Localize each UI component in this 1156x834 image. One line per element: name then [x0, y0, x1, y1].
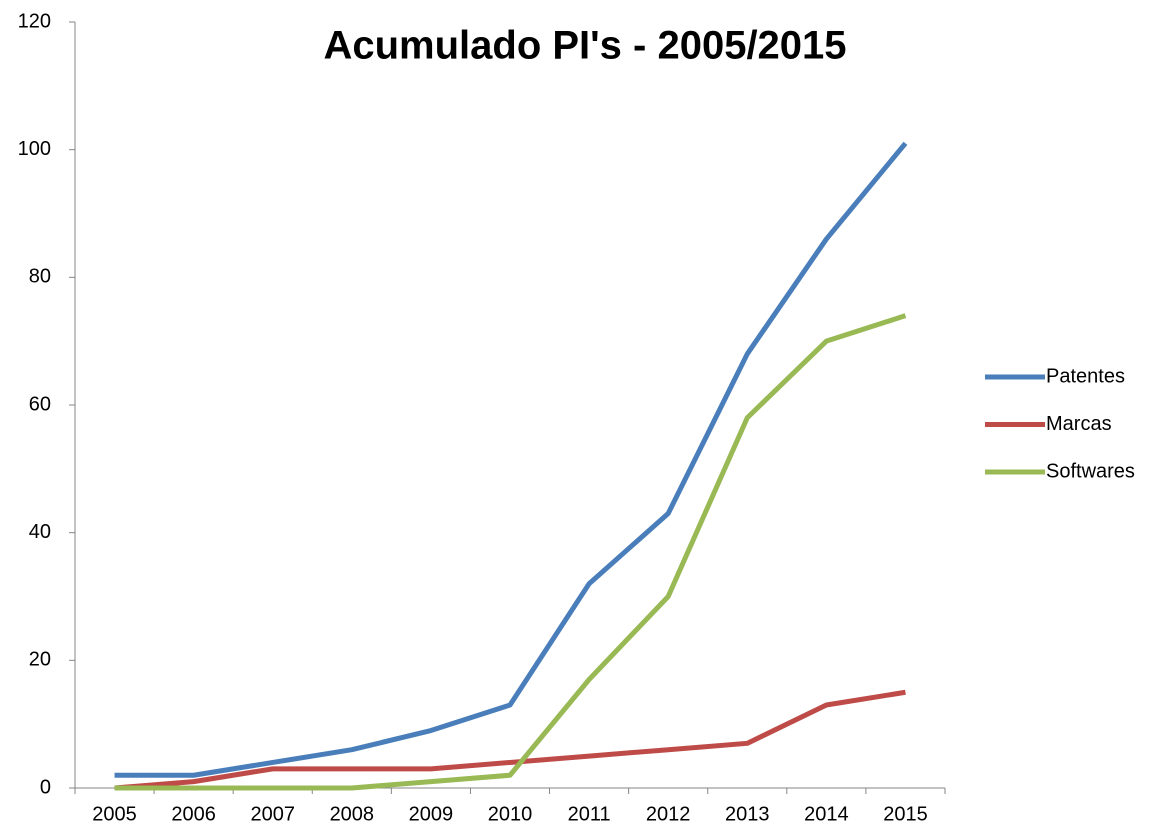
y-tick-label: 0: [40, 776, 51, 798]
x-tick-label: 2015: [883, 803, 928, 825]
x-tick-label: 2014: [804, 803, 849, 825]
legend-label: Marcas: [1046, 413, 1112, 435]
x-tick-label: 2010: [488, 803, 533, 825]
x-tick-label: 2007: [250, 803, 295, 825]
x-tick-label: 2006: [171, 803, 216, 825]
x-tick-label: 2008: [330, 803, 375, 825]
y-tick-label: 20: [29, 649, 51, 671]
line-series: [114, 313, 907, 791]
y-tick-label: 120: [18, 10, 51, 32]
x-tick-label: 2009: [409, 803, 454, 825]
line-series: [114, 689, 906, 791]
x-tick-label: 2012: [646, 803, 691, 825]
legend-label: Softwares: [1046, 460, 1135, 482]
x-tick-label: 2013: [725, 803, 770, 825]
chart-title: Acumulado PI's - 2005/2015: [323, 24, 846, 68]
x-tick-label: 2005: [92, 803, 137, 825]
y-tick-label: 80: [29, 266, 51, 288]
legend-label: Patentes: [1046, 365, 1125, 387]
line-series: [114, 141, 908, 778]
x-tick-label: 2011: [568, 803, 611, 825]
y-tick-label: 40: [29, 521, 51, 543]
y-tick-label: 60: [29, 393, 51, 415]
y-tick-label: 100: [18, 138, 51, 160]
